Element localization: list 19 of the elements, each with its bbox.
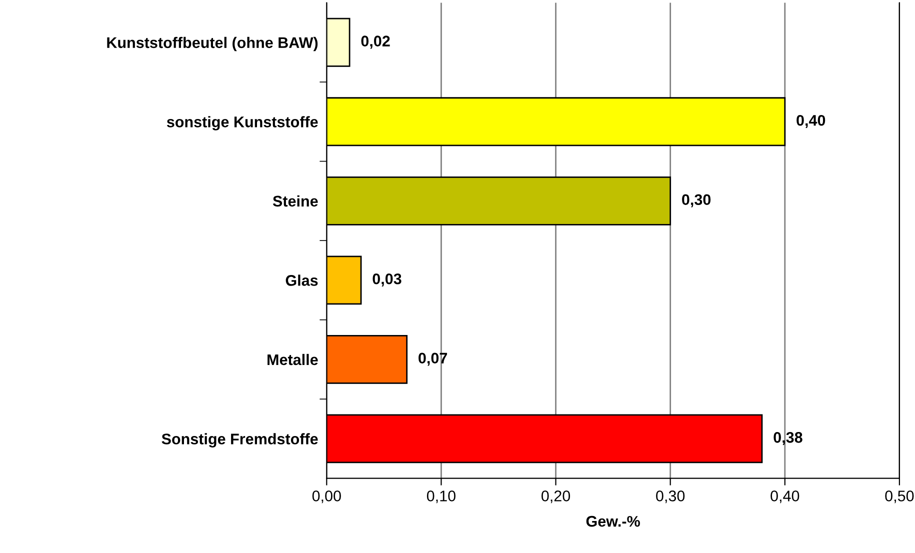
- data-label: 0,38: [774, 432, 802, 446]
- data-label: 0,30: [682, 194, 711, 208]
- y-tick-label: Metalle: [268, 354, 318, 366]
- x-tick-label: 0,10: [426, 490, 456, 504]
- y-tick-label: Kunststoffbeutel (ohne BAW): [107, 36, 318, 52]
- x-tick-label: 0,40: [770, 490, 800, 504]
- y-tick-label: Steine: [272, 195, 318, 207]
- x-axis-title: Gew.-%: [586, 516, 640, 527]
- data-label: 0,03: [372, 273, 402, 287]
- data-label: 0,07: [418, 352, 448, 366]
- y-tick-label: Sonstige Fremdstoffe: [162, 433, 318, 448]
- x-tick-label: 0,50: [885, 490, 914, 504]
- y-tick-label: sonstige Kunststoffe: [166, 116, 318, 130]
- y-tick-label: Glas: [286, 274, 318, 286]
- x-tick-label: 0,20: [542, 490, 570, 504]
- data-label: 0,40: [796, 114, 826, 128]
- data-label: 0,02: [361, 36, 390, 49]
- x-tick-label: 0,00: [312, 490, 341, 504]
- x-tick-label: 0,30: [656, 490, 685, 504]
